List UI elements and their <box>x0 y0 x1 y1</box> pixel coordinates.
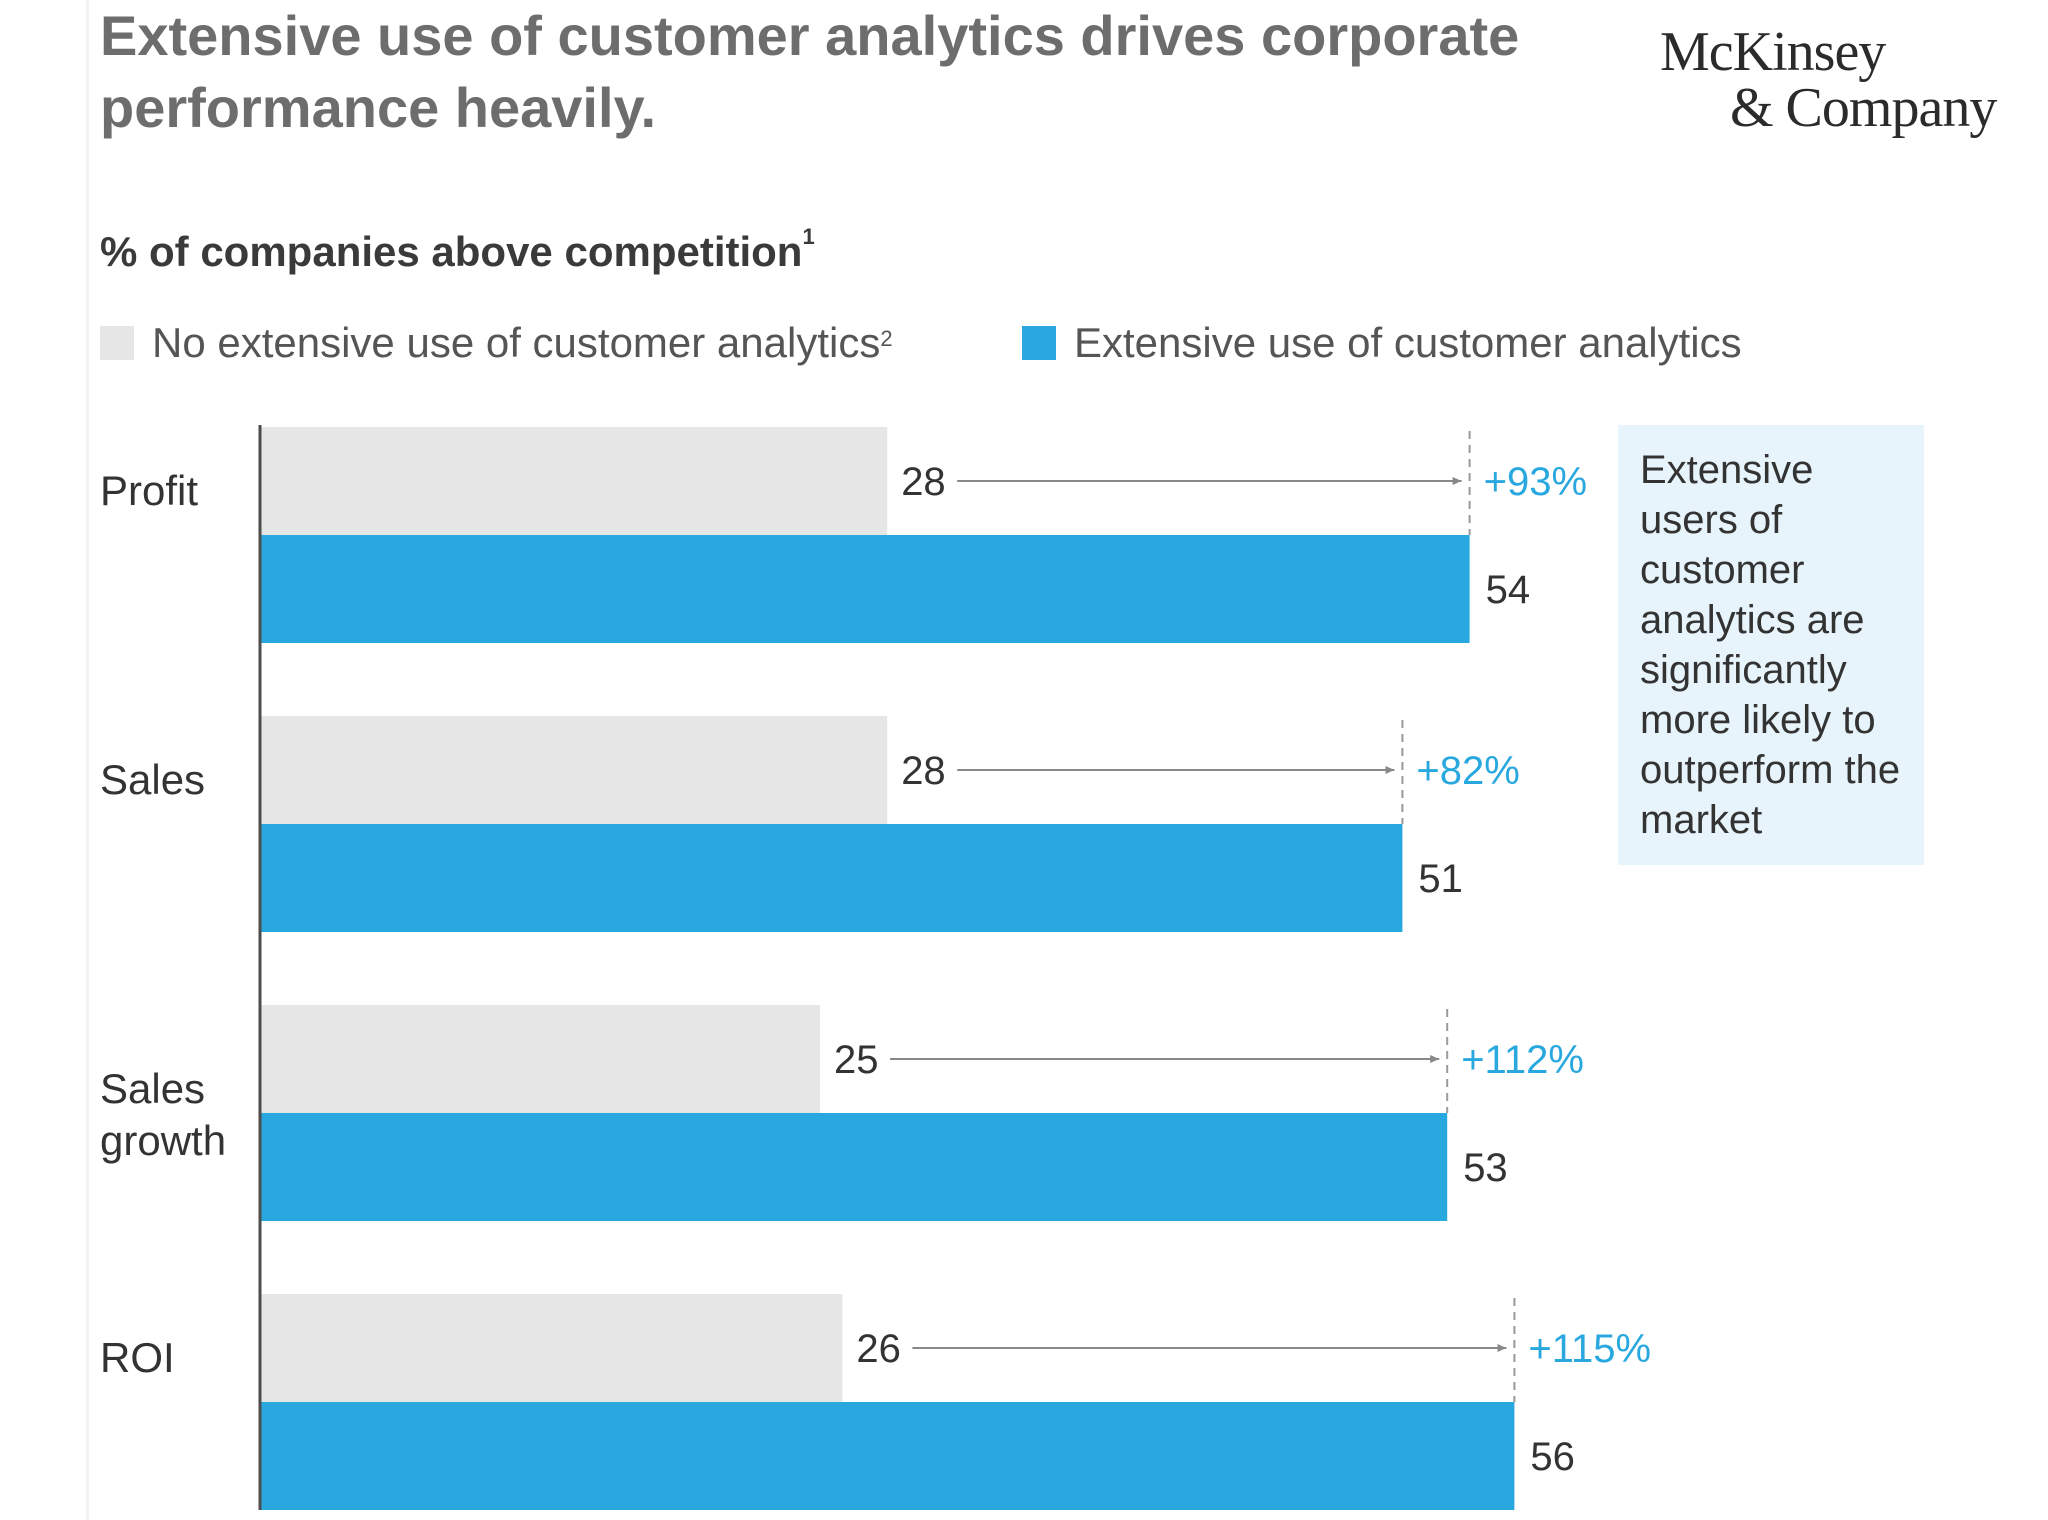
uplift-label: +82% <box>1416 749 1519 793</box>
value-label-no-extensive: 25 <box>834 1038 879 1082</box>
category-label: ROI <box>100 1334 175 1381</box>
uplift-label: +112% <box>1461 1038 1584 1082</box>
legend-item-no-extensive: No extensive use of customer analytics 2 <box>100 318 893 368</box>
value-label-no-extensive: 26 <box>856 1327 901 1371</box>
legend-label: Extensive use of customer analytics <box>1074 319 1742 366</box>
left-border-rule <box>86 0 89 1520</box>
legend-footnote: 2 <box>880 326 893 351</box>
logo-line-2: & Company <box>1730 77 1997 139</box>
value-label-extensive: 53 <box>1463 1146 1508 1190</box>
value-label-extensive: 56 <box>1530 1435 1575 1479</box>
value-label-no-extensive: 28 <box>901 460 946 504</box>
legend-swatch-grey <box>100 326 134 360</box>
subtitle-text: % of companies above competition <box>100 228 803 275</box>
category-label: Profit <box>100 467 198 514</box>
uplift-label: +93% <box>1484 460 1587 504</box>
bar-no-extensive <box>260 1005 820 1113</box>
bar-no-extensive <box>260 716 888 824</box>
legend-swatch-blue <box>1022 326 1056 360</box>
value-label-extensive: 51 <box>1418 857 1463 901</box>
bar-extensive <box>260 1113 1448 1221</box>
logo-line-1: McKinsey <box>1660 21 1886 83</box>
category-label: Sales <box>100 756 205 803</box>
bar-extensive <box>260 535 1470 643</box>
bar-no-extensive <box>260 1294 843 1402</box>
chart-subtitle: % of companies above competition1 <box>100 224 815 276</box>
bar-extensive <box>260 1402 1515 1510</box>
bar-no-extensive <box>260 427 888 535</box>
value-label-extensive: 54 <box>1486 568 1531 612</box>
bar-extensive <box>260 824 1403 932</box>
legend-label: No extensive use of customer analytics <box>152 319 881 366</box>
callout-box: Extensive users of customer analytics ar… <box>1618 425 1924 865</box>
chart-title: Extensive use of customer analytics driv… <box>100 4 1520 139</box>
category-label: growth <box>100 1117 226 1164</box>
category-label: Sales <box>100 1065 205 1112</box>
mckinsey-logo: McKinsey & Company <box>1660 20 2020 160</box>
subtitle-footnote: 1 <box>802 224 815 249</box>
value-label-no-extensive: 28 <box>901 749 946 793</box>
legend-item-extensive: Extensive use of customer analytics <box>1022 318 1742 368</box>
uplift-label: +115% <box>1528 1327 1651 1371</box>
